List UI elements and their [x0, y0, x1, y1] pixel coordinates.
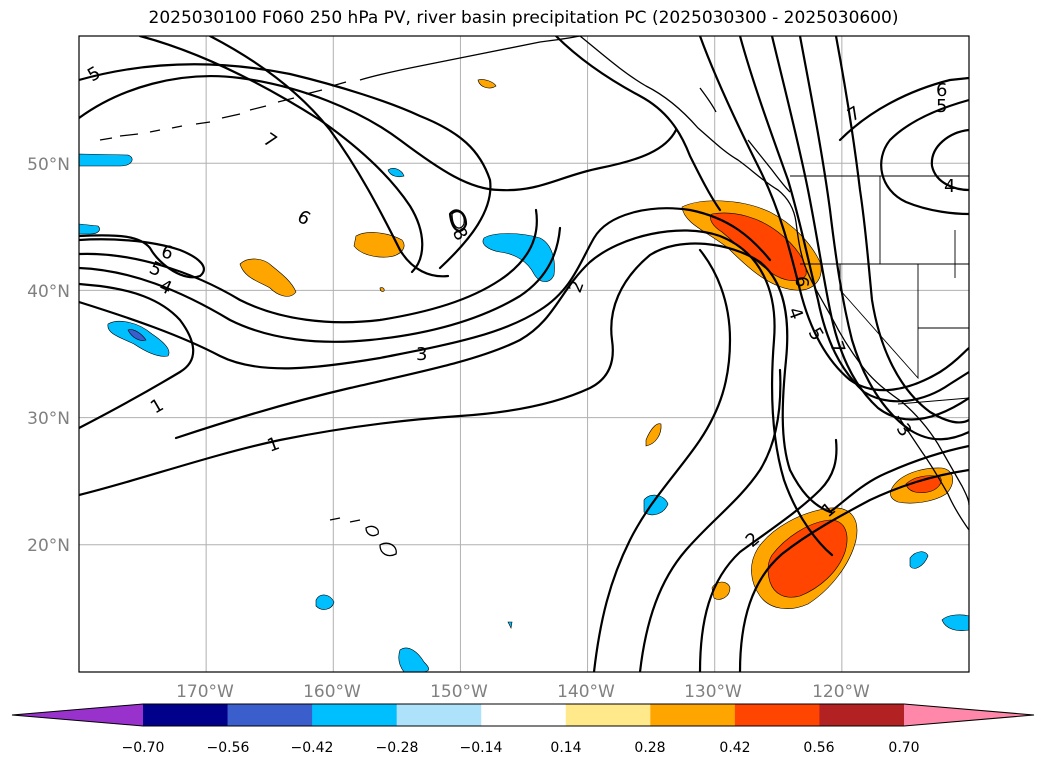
lat-tick-label: 30°N: [27, 409, 70, 429]
precip-negative-9: [909, 551, 929, 569]
precip-negative-strong: [127, 329, 147, 341]
pv-contour-3: [174, 229, 834, 557]
map-frame: [78, 35, 970, 673]
pv-contour-12: [554, 36, 722, 212]
latitude-ticks: 20°N 30°N 40°N 50°N: [27, 155, 70, 556]
precip-positive-6: [379, 287, 385, 292]
pv-contour-20: [592, 248, 732, 672]
colorbar-outline: [11, 703, 1035, 727]
precip-positive-4: [645, 423, 662, 447]
colorbar-label: 0.14: [550, 740, 581, 756]
colorbar-label: −0.42: [291, 740, 334, 756]
pv-contour-21: [638, 368, 782, 672]
colorbar-label: 0.56: [803, 740, 834, 756]
map-title: 2025030100 F060 250 hPa PV, river basin …: [148, 8, 899, 28]
hawaii: [329, 517, 397, 557]
colorbar-segment: [312, 704, 398, 726]
colorbar-label: −0.14: [460, 740, 503, 756]
pv-contour-4: [79, 207, 772, 370]
colorbar-segment: [481, 704, 567, 726]
colorbar-segment: [650, 704, 736, 726]
lon-tick-label: 150°W: [430, 682, 488, 702]
colorbar-extend-low: [12, 704, 143, 726]
pv-contours: [79, 36, 969, 672]
lon-tick-label: 160°W: [303, 682, 361, 702]
colorbar-segment: [227, 704, 313, 726]
pv-contour-16: [798, 36, 969, 441]
precip-negative-10: [941, 614, 969, 631]
colorbar-segment: [396, 704, 482, 726]
colorbar-label: −0.28: [376, 740, 419, 756]
precip-negative-5: [387, 168, 405, 178]
north-american-coast: [579, 36, 969, 506]
pv-contour-22: [698, 438, 838, 672]
precip-strong-baja: [905, 475, 942, 494]
precip-negative-11: [507, 621, 513, 629]
lon-tick-label: 120°W: [812, 682, 870, 702]
baja-coast: [897, 415, 969, 531]
pv-label: 3: [416, 344, 427, 365]
precip-negative-7: [315, 594, 335, 610]
colorbar-labels: −0.70 −0.56 −0.42 −0.28 −0.14 0.14 0.28 …: [122, 740, 920, 756]
pv-contour-10: [138, 36, 424, 274]
colorbar-segment: [734, 704, 820, 726]
pv-contour-11: [208, 36, 450, 278]
lon-tick-label: 170°W: [176, 682, 234, 702]
map-panel: 1 1 1 2 2 3 3 4 4 4 5 5 5 5 6 6 6 6 7 7 …: [78, 35, 970, 673]
lon-tick-label: 140°W: [557, 682, 615, 702]
pv-label: 6: [936, 80, 947, 101]
precip-positive-3: [477, 79, 497, 89]
lat-tick-label: 20°N: [27, 536, 70, 556]
precip-negative-6: [643, 494, 669, 516]
pv-contour-15: [770, 36, 969, 421]
pv-contour-13: [698, 36, 969, 392]
pv-label: 4: [944, 176, 955, 197]
colorbar-label: 0.70: [888, 740, 919, 756]
colorbar-label: −0.56: [207, 740, 250, 756]
mexico-border: [897, 397, 969, 405]
precip-negative-8: [398, 647, 430, 672]
pv-label: 6: [791, 276, 812, 287]
colorbar-segment: [565, 704, 651, 726]
colorbar-label: 0.28: [634, 740, 665, 756]
pv-contour-1: [79, 242, 832, 514]
pv-contour-5: [79, 226, 562, 343]
colorbar-extend-high: [904, 704, 1034, 726]
pv-contour-7: [79, 234, 205, 279]
pv-contour-25: [448, 209, 468, 232]
precip-positive-2: [239, 258, 297, 297]
precip-negative-3: [79, 153, 133, 167]
pv-contour-23: [738, 468, 969, 672]
colorbar-segment: [143, 704, 229, 726]
colorbar: [11, 703, 1035, 727]
lat-tick-label: 50°N: [27, 155, 70, 175]
pv-contour-14: [738, 36, 969, 403]
pv-contour-9: [79, 63, 492, 270]
pv-contour-18: [838, 76, 969, 216]
lat-tick-label: 40°N: [27, 282, 70, 302]
lon-tick-label: 130°W: [684, 682, 742, 702]
vancouver-island: [747, 139, 791, 193]
haida-gwaii: [699, 87, 717, 113]
longitude-ticks: 170°W 160°W 150°W 140°W 130°W 120°W: [176, 682, 870, 702]
precipitation-shading: [79, 79, 969, 672]
colorbar-label: 0.42: [719, 740, 750, 756]
pv-contour-8: [79, 75, 678, 192]
great-basin-lake: [451, 210, 465, 229]
pv-contour-2: [79, 282, 195, 430]
pv-contour-6: [79, 208, 538, 324]
precip-strong-subtropics: [767, 519, 848, 598]
precip-negative-4: [79, 223, 100, 235]
pv-contour-24: [828, 444, 969, 514]
alaska-coast: [359, 36, 581, 81]
colorbar-label: −0.70: [122, 740, 165, 756]
pv-label: 5: [936, 96, 947, 117]
colorbar-segment: [819, 704, 905, 726]
pv-contour-19: [930, 128, 969, 192]
